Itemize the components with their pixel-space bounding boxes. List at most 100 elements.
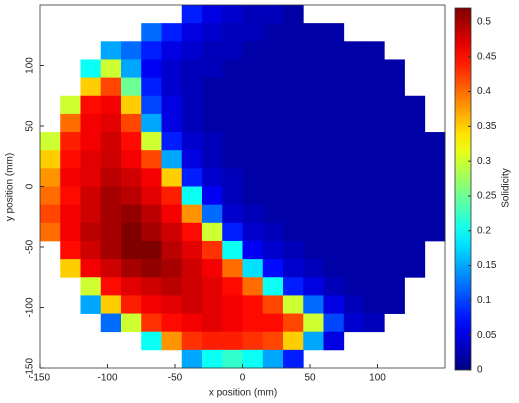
- heatmap-cell: [303, 95, 324, 115]
- heatmap-cell: [202, 41, 223, 60]
- heatmap-cell: [343, 168, 365, 187]
- heatmap-cell: [424, 132, 446, 151]
- heatmap-cell: [181, 168, 203, 187]
- heatmap-cell: [80, 95, 102, 115]
- heatmap-cell: [141, 186, 162, 206]
- heatmap-cell: [262, 23, 284, 42]
- heatmap-cell: [121, 41, 142, 60]
- heatmap-cell: [222, 23, 243, 42]
- heatmap-cell: [404, 204, 426, 224]
- heatmap-cell: [323, 259, 345, 278]
- heatmap-cell: [242, 331, 264, 351]
- heatmap-cell: [141, 277, 162, 296]
- heatmap-cell: [343, 240, 365, 260]
- heatmap-cell: [404, 132, 426, 151]
- heatmap-cell: [303, 113, 324, 133]
- heatmap-cell: [262, 150, 284, 169]
- heatmap-cell: [141, 295, 162, 314]
- heatmap-cell: [242, 150, 264, 169]
- heatmap-cell: [161, 313, 183, 333]
- heatmap-cell: [121, 168, 142, 187]
- colorbar-tick-label: 0.25: [477, 191, 497, 202]
- heatmap-cell: [283, 295, 304, 314]
- heatmap-cell: [181, 222, 203, 242]
- heatmap-cell: [202, 95, 223, 115]
- x-tick-label: 0: [240, 373, 246, 384]
- heatmap-cell: [161, 204, 183, 224]
- heatmap-cell: [364, 222, 385, 242]
- heatmap-cell: [100, 168, 122, 187]
- colorbar-title: Solidicity: [501, 168, 512, 207]
- heatmap-cell: [100, 240, 122, 260]
- heatmap-cell: [404, 186, 426, 206]
- heatmap-cell: [202, 150, 223, 169]
- heatmap-cell: [404, 95, 426, 115]
- heatmap-cell: [242, 132, 264, 151]
- colorbar-tick-label: 0.15: [477, 260, 497, 271]
- heatmap-cell: [202, 313, 223, 333]
- heatmap-cell: [181, 5, 203, 24]
- heatmap-cell: [222, 113, 243, 133]
- heatmap-cell: [121, 240, 142, 260]
- heatmap-cell: [121, 186, 142, 206]
- heatmap-cell: [404, 113, 426, 133]
- heatmap-cell: [181, 41, 203, 60]
- heatmap-cell: [404, 240, 426, 260]
- heatmap-cell: [283, 186, 304, 206]
- heatmap-cell: [141, 259, 162, 278]
- heatmap-cell: [384, 168, 405, 187]
- heatmap-cell: [40, 222, 61, 242]
- heatmap-cell: [262, 259, 284, 278]
- heatmap-cell: [323, 23, 345, 42]
- heatmap-cell: [364, 313, 385, 333]
- heatmap-cell: [141, 240, 162, 260]
- heatmap-cell: [60, 113, 81, 133]
- heatmap-cell: [303, 313, 324, 333]
- heatmap-cell: [303, 23, 324, 42]
- heatmap-cell: [222, 349, 243, 369]
- heatmap-cell: [161, 277, 183, 296]
- heatmap-cell: [161, 331, 183, 351]
- heatmap-cell: [364, 95, 385, 115]
- heatmap-cell: [100, 132, 122, 151]
- heatmap-cell: [323, 331, 345, 351]
- heatmap-cell: [404, 168, 426, 187]
- heatmap-cell: [323, 168, 345, 187]
- heatmap-cell: [343, 313, 365, 333]
- heatmap-cell: [100, 222, 122, 242]
- heatmap-cell: [161, 77, 183, 97]
- heatmap-cell: [161, 150, 183, 169]
- heatmap-cell: [202, 277, 223, 296]
- heatmap-cell: [303, 295, 324, 314]
- heatmap-cell: [262, 168, 284, 187]
- heatmap-cell: [181, 313, 203, 333]
- y-tick-label: 50: [25, 120, 36, 132]
- heatmap-cell: [141, 204, 162, 224]
- heatmap-cell: [303, 150, 324, 169]
- heatmap-cell: [100, 77, 122, 97]
- colorbar-tick-label: 0.45: [477, 51, 497, 62]
- heatmap-cell: [40, 132, 61, 151]
- heatmap-cell: [181, 331, 203, 351]
- heatmap-cell: [323, 277, 345, 296]
- heatmap-cell: [161, 259, 183, 278]
- heatmap-cell: [161, 295, 183, 314]
- heatmap-cell: [283, 95, 304, 115]
- heatmap-cell: [202, 23, 223, 42]
- heatmap-cell: [283, 132, 304, 151]
- heatmap-cell: [364, 150, 385, 169]
- heatmap-cell: [262, 95, 284, 115]
- heatmap-cell: [323, 59, 345, 78]
- heatmap-cell: [364, 113, 385, 133]
- heatmap-cell: [40, 186, 61, 206]
- heatmap-cell: [222, 222, 243, 242]
- heatmap-cell: [121, 277, 142, 296]
- heatmap-cell: [121, 295, 142, 314]
- heatmap-cell: [283, 277, 304, 296]
- heatmap-cell: [283, 240, 304, 260]
- heatmap-cell: [222, 77, 243, 97]
- heatmap-cell: [262, 132, 284, 151]
- heatmap-cell: [121, 259, 142, 278]
- heatmap-cell: [242, 168, 264, 187]
- colorbar-tick-label: 0: [477, 365, 483, 376]
